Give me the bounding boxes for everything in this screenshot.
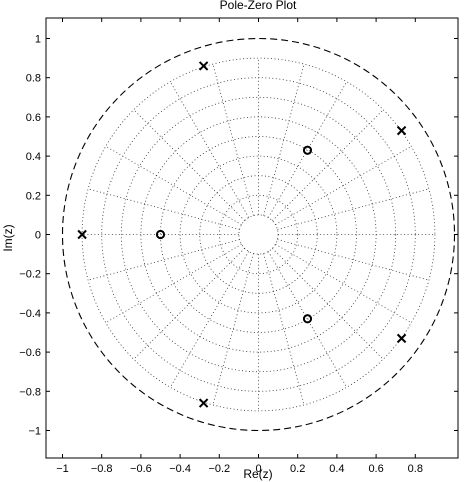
x-tick-label: 0 (255, 463, 261, 475)
grid-ray (277, 239, 429, 281)
x-axis-label: Re(z) (243, 467, 272, 481)
grid-ray (88, 239, 240, 281)
grid-ray (133, 248, 245, 360)
pole-marker (396, 333, 407, 344)
x-tick-label: −0.4 (169, 463, 191, 475)
x-tick-label: 0.8 (408, 463, 423, 475)
grid-ray (272, 109, 384, 221)
grid-ray (169, 251, 250, 388)
pole-stroke (77, 229, 87, 240)
grid-ray (277, 188, 429, 230)
x-tick-label: −0.6 (130, 463, 152, 475)
y-tick-label: −0.6 (19, 347, 41, 359)
y-tick-label: −0.8 (19, 386, 41, 398)
grid-circle (120, 96, 397, 373)
grid-ray (267, 81, 348, 218)
x-tick-label: 0.6 (368, 463, 383, 475)
y-tick-label: 1 (35, 34, 41, 46)
x-tick-labels: −1 −0.8 −0.6 −0.4 −0.2 0 0.2 0.4 0.6 0.8 (56, 463, 423, 475)
grid-ray (105, 145, 242, 226)
y-tick-label: 0 (35, 230, 41, 242)
grid-circle (218, 194, 299, 275)
pole-stroke (198, 61, 209, 71)
y-tick-label: 0.6 (26, 112, 41, 124)
y-tick-label: −0.2 (19, 269, 41, 281)
y-tick-labels: 1 0.8 0.6 0.4 0.2 0 −0.2 −0.4 −0.6 −0.8 −1 (19, 34, 41, 438)
pole-marker (198, 61, 209, 71)
grid-ray (275, 145, 412, 226)
chart-title: Pole-Zero Plot (220, 0, 297, 12)
y-tick-label: −0.4 (19, 308, 41, 320)
polar-grid (81, 57, 436, 412)
y-tick-label: 0.2 (26, 190, 41, 202)
grid-ray (105, 243, 242, 324)
pole-zero-markers (77, 61, 407, 408)
x-tick-label: 0.2 (290, 463, 305, 475)
zero-marker (302, 145, 313, 155)
grid-ray (169, 81, 250, 218)
grid-ray (275, 243, 412, 324)
pole-marker (396, 125, 407, 136)
y-axis-label: Im(z) (1, 224, 15, 251)
pole-stroke (396, 125, 407, 136)
grid-ray (212, 64, 254, 216)
grid-ray (263, 253, 305, 405)
pole-marker (198, 398, 209, 408)
zero-marker (302, 314, 313, 324)
grid-circle (238, 214, 279, 255)
x-tick-label: −0.8 (91, 463, 113, 475)
zero-marker (155, 229, 166, 240)
pole-stroke (396, 333, 407, 344)
grid-circle (140, 116, 377, 353)
y-tick-label: −1 (28, 426, 41, 438)
grid-ray (133, 109, 245, 221)
axis-ticks (46, 18, 458, 458)
grid-circle (179, 155, 338, 314)
x-tick-label: −0.2 (208, 463, 230, 475)
y-tick-label: 0.8 (26, 73, 41, 85)
x-tick-label: 0.4 (329, 463, 344, 475)
grid-ray (272, 248, 384, 360)
x-tick-label: −1 (56, 463, 69, 475)
plot-frame (45, 17, 459, 459)
pole-stroke (198, 398, 209, 408)
y-tick-label: 0.4 (26, 151, 41, 163)
grid-circle (160, 136, 357, 333)
pole-marker (77, 229, 87, 240)
